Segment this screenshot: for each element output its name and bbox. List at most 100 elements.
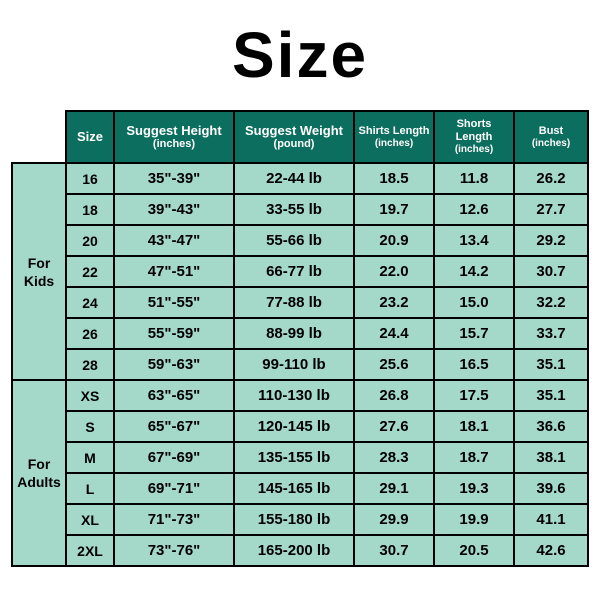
cell-weight: 33-55 lb: [234, 194, 354, 225]
cell-height: 39"-43": [114, 194, 234, 225]
header-height: Suggest Height(inches): [114, 111, 234, 163]
cell-shorts: 15.0: [434, 287, 514, 318]
cell-shorts: 11.8: [434, 163, 514, 194]
cell-shirts: 30.7: [354, 535, 434, 566]
table-row: XL71"-73"155-180 lb29.919.941.1: [12, 504, 588, 535]
cell-shorts: 14.2: [434, 256, 514, 287]
cell-weight: 77-88 lb: [234, 287, 354, 318]
cell-weight: 66-77 lb: [234, 256, 354, 287]
cell-height: 71"-73": [114, 504, 234, 535]
table-body: ForKids1635"-39"22-44 lb18.511.826.21839…: [12, 163, 588, 566]
cell-size: 2XL: [66, 535, 114, 566]
cell-bust: 27.7: [514, 194, 588, 225]
header-weight: Suggest Weight(pound): [234, 111, 354, 163]
cell-size: S: [66, 411, 114, 442]
cell-size: 24: [66, 287, 114, 318]
table-row: 2247"-51"66-77 lb22.014.230.7: [12, 256, 588, 287]
cell-shorts: 15.7: [434, 318, 514, 349]
cell-bust: 42.6: [514, 535, 588, 566]
cell-height: 43"-47": [114, 225, 234, 256]
cell-size: 18: [66, 194, 114, 225]
cell-size: 22: [66, 256, 114, 287]
cell-shorts: 16.5: [434, 349, 514, 380]
cell-bust: 41.1: [514, 504, 588, 535]
table-row: S65"-67"120-145 lb27.618.136.6: [12, 411, 588, 442]
group-label: ForAdults: [12, 380, 66, 566]
cell-size: 28: [66, 349, 114, 380]
cell-height: 67"-69": [114, 442, 234, 473]
cell-weight: 145-165 lb: [234, 473, 354, 504]
cell-size: L: [66, 473, 114, 504]
cell-shorts: 17.5: [434, 380, 514, 411]
cell-size: 26: [66, 318, 114, 349]
cell-shirts: 18.5: [354, 163, 434, 194]
cell-shorts: 19.9: [434, 504, 514, 535]
cell-size: 16: [66, 163, 114, 194]
cell-weight: 165-200 lb: [234, 535, 354, 566]
cell-shirts: 22.0: [354, 256, 434, 287]
table-row: M67"-69"135-155 lb28.318.738.1: [12, 442, 588, 473]
cell-height: 35"-39": [114, 163, 234, 194]
cell-shirts: 20.9: [354, 225, 434, 256]
cell-shorts: 19.3: [434, 473, 514, 504]
cell-shirts: 19.7: [354, 194, 434, 225]
cell-shorts: 13.4: [434, 225, 514, 256]
table-row: 2859"-63"99-110 lb25.616.535.1: [12, 349, 588, 380]
cell-bust: 29.2: [514, 225, 588, 256]
cell-bust: 26.2: [514, 163, 588, 194]
table-row: 2655"-59"88-99 lb24.415.733.7: [12, 318, 588, 349]
cell-size: M: [66, 442, 114, 473]
cell-weight: 110-130 lb: [234, 380, 354, 411]
cell-shorts: 18.7: [434, 442, 514, 473]
cell-bust: 35.1: [514, 349, 588, 380]
cell-weight: 135-155 lb: [234, 442, 354, 473]
cell-shirts: 27.6: [354, 411, 434, 442]
cell-height: 47"-51": [114, 256, 234, 287]
cell-height: 69"-71": [114, 473, 234, 504]
cell-shorts: 18.1: [434, 411, 514, 442]
cell-height: 59"-63": [114, 349, 234, 380]
cell-bust: 33.7: [514, 318, 588, 349]
cell-bust: 30.7: [514, 256, 588, 287]
cell-shirts: 29.9: [354, 504, 434, 535]
cell-weight: 88-99 lb: [234, 318, 354, 349]
cell-height: 63"-65": [114, 380, 234, 411]
table-row: ForAdultsXS63"-65"110-130 lb26.817.535.1: [12, 380, 588, 411]
table-row: 2043"-47"55-66 lb20.913.429.2: [12, 225, 588, 256]
cell-height: 73"-76": [114, 535, 234, 566]
header-blank: [12, 111, 66, 163]
cell-shorts: 20.5: [434, 535, 514, 566]
cell-height: 51"-55": [114, 287, 234, 318]
table-row: ForKids1635"-39"22-44 lb18.511.826.2: [12, 163, 588, 194]
header-shirts: Shirts Length(inches): [354, 111, 434, 163]
cell-shirts: 25.6: [354, 349, 434, 380]
page-title: Size: [232, 18, 368, 92]
cell-shirts: 29.1: [354, 473, 434, 504]
cell-shirts: 24.4: [354, 318, 434, 349]
cell-weight: 99-110 lb: [234, 349, 354, 380]
cell-height: 65"-67": [114, 411, 234, 442]
cell-size: 20: [66, 225, 114, 256]
cell-weight: 155-180 lb: [234, 504, 354, 535]
header-shorts: Shorts Length(inches): [434, 111, 514, 163]
table-row: 2451"-55"77-88 lb23.215.032.2: [12, 287, 588, 318]
cell-bust: 38.1: [514, 442, 588, 473]
cell-shirts: 28.3: [354, 442, 434, 473]
table-header: Size Suggest Height(inches) Suggest Weig…: [12, 111, 588, 163]
cell-shirts: 26.8: [354, 380, 434, 411]
cell-shorts: 12.6: [434, 194, 514, 225]
cell-height: 55"-59": [114, 318, 234, 349]
cell-size: XS: [66, 380, 114, 411]
group-label: ForKids: [12, 163, 66, 380]
size-chart-table: Size Suggest Height(inches) Suggest Weig…: [11, 110, 589, 567]
table-row: L69"-71"145-165 lb29.119.339.6: [12, 473, 588, 504]
cell-bust: 35.1: [514, 380, 588, 411]
table-row: 1839"-43"33-55 lb19.712.627.7: [12, 194, 588, 225]
cell-weight: 120-145 lb: [234, 411, 354, 442]
cell-bust: 39.6: [514, 473, 588, 504]
cell-shirts: 23.2: [354, 287, 434, 318]
header-size: Size: [66, 111, 114, 163]
cell-weight: 55-66 lb: [234, 225, 354, 256]
table-row: 2XL73"-76"165-200 lb30.720.542.6: [12, 535, 588, 566]
cell-weight: 22-44 lb: [234, 163, 354, 194]
